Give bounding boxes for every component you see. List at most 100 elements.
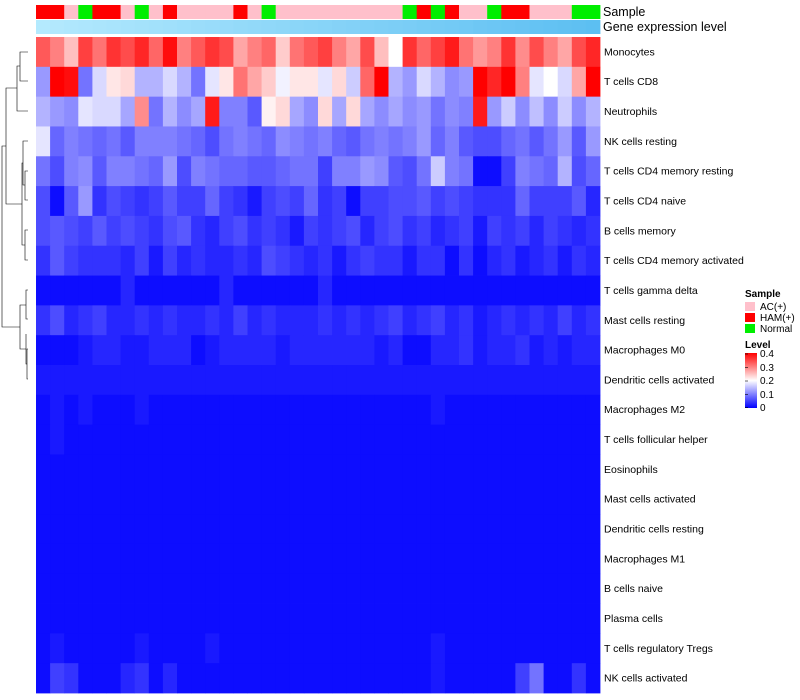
heatmap-cell xyxy=(134,603,150,634)
heatmap-cell xyxy=(444,365,460,396)
sample-annotation-cell xyxy=(261,5,277,19)
heatmap-cell xyxy=(92,365,107,396)
heatmap-cell xyxy=(473,126,488,157)
heatmap-cell xyxy=(303,573,319,604)
heatmap-cell xyxy=(515,126,530,157)
heatmap-cell xyxy=(374,543,389,575)
heatmap-cell xyxy=(571,663,587,694)
heatmap-cell xyxy=(275,394,291,426)
gene-annotation-cell xyxy=(557,20,573,34)
heatmap-cell xyxy=(120,186,136,217)
heatmap-cell xyxy=(501,633,516,664)
gene-annotation-cell xyxy=(388,20,403,34)
heatmap-cell xyxy=(64,335,79,366)
gene-annotation-cell xyxy=(134,20,150,34)
heatmap-cell xyxy=(402,454,418,485)
heatmap-cell xyxy=(374,424,389,455)
heatmap-cell xyxy=(501,573,516,604)
heatmap-cell xyxy=(571,424,587,455)
gene-annotation-cell xyxy=(36,20,51,34)
heatmap-cell xyxy=(585,66,601,98)
heatmap-cell xyxy=(36,37,51,68)
heatmap-cell xyxy=(416,454,432,485)
heatmap-cell xyxy=(191,335,206,366)
heatmap-cell xyxy=(303,394,319,426)
heatmap-cell xyxy=(205,543,220,575)
heatmap-cell xyxy=(162,186,178,217)
heatmap-cell xyxy=(416,365,432,396)
heatmap-cell xyxy=(416,603,432,634)
heatmap-cell xyxy=(487,663,502,694)
heatmap-cell xyxy=(318,573,333,604)
heatmap-cell xyxy=(402,156,418,187)
heatmap-cell xyxy=(120,663,136,694)
heatmap-cell xyxy=(557,37,573,68)
heatmap-cell xyxy=(162,305,178,336)
heatmap-cell xyxy=(473,365,488,396)
heatmap-cell xyxy=(332,275,347,306)
sample-annotation-cell xyxy=(120,5,136,19)
heatmap-cell xyxy=(36,663,51,694)
heatmap-cell xyxy=(92,37,107,68)
heatmap-cell xyxy=(388,305,403,336)
gene-expression-annotation-bar xyxy=(36,20,601,34)
sample-annotation-cell xyxy=(289,5,305,19)
heatmap-cell xyxy=(205,215,220,247)
heatmap-cell xyxy=(543,37,559,68)
sample-annotation-cell xyxy=(388,5,403,19)
heatmap-cell xyxy=(346,633,361,664)
heatmap-cell xyxy=(205,186,220,217)
heatmap-cell xyxy=(557,514,573,545)
heatmap-cell xyxy=(402,37,418,68)
heatmap-cell xyxy=(303,245,319,276)
heatmap-cell xyxy=(191,186,206,217)
heatmap-cell xyxy=(275,424,291,455)
heatmap-cell xyxy=(289,484,305,515)
heatmap-cell xyxy=(36,484,51,515)
heatmap-cell xyxy=(78,454,93,485)
heatmap-cell xyxy=(233,633,248,664)
heatmap-cell xyxy=(233,305,248,336)
heatmap-cell xyxy=(303,37,319,68)
heatmap-cell xyxy=(444,603,460,634)
heatmap-cell xyxy=(36,96,51,127)
heatmap-cell xyxy=(106,126,121,157)
heatmap-cell xyxy=(36,186,51,217)
heatmap-cell xyxy=(473,454,488,485)
heatmap-cell xyxy=(487,514,502,545)
heatmap-cell xyxy=(162,543,178,575)
heatmap-cell xyxy=(585,156,601,187)
heatmap-cell xyxy=(487,126,502,157)
heatmap-cell xyxy=(318,484,333,515)
heatmap-cell xyxy=(585,454,601,485)
gene-annotation-cell xyxy=(92,20,107,34)
heatmap-cell xyxy=(585,245,601,276)
row-label: Dendritic cells resting xyxy=(604,524,704,536)
heatmap-cell xyxy=(318,215,333,247)
heatmap-cell xyxy=(106,156,121,187)
heatmap-cell xyxy=(120,96,136,127)
heatmap-cell xyxy=(303,663,319,694)
heatmap-cell xyxy=(416,484,432,515)
heatmap-cell xyxy=(78,603,93,634)
heatmap-cell xyxy=(388,245,403,276)
heatmap-cell xyxy=(191,484,206,515)
heatmap-cell xyxy=(529,424,544,455)
heatmap-cell xyxy=(459,66,474,98)
heatmap-cell xyxy=(219,365,234,396)
heatmap-cell xyxy=(543,215,559,247)
heatmap-cell xyxy=(50,663,65,694)
heatmap-cell xyxy=(318,305,333,336)
heatmap-cell xyxy=(275,543,291,575)
heatmap-cell xyxy=(92,454,107,485)
heatmap-cell xyxy=(36,454,51,485)
heatmap-cell xyxy=(78,484,93,515)
gene-annotation-cell xyxy=(78,20,93,34)
heatmap-cell xyxy=(162,394,178,426)
heatmap-cell xyxy=(543,275,559,306)
sample-annotation-cell xyxy=(92,5,107,19)
heatmap-cell xyxy=(374,186,389,217)
heatmap-cell xyxy=(261,663,277,694)
heatmap-cell xyxy=(402,186,418,217)
legend-swatch-ham xyxy=(745,313,755,322)
